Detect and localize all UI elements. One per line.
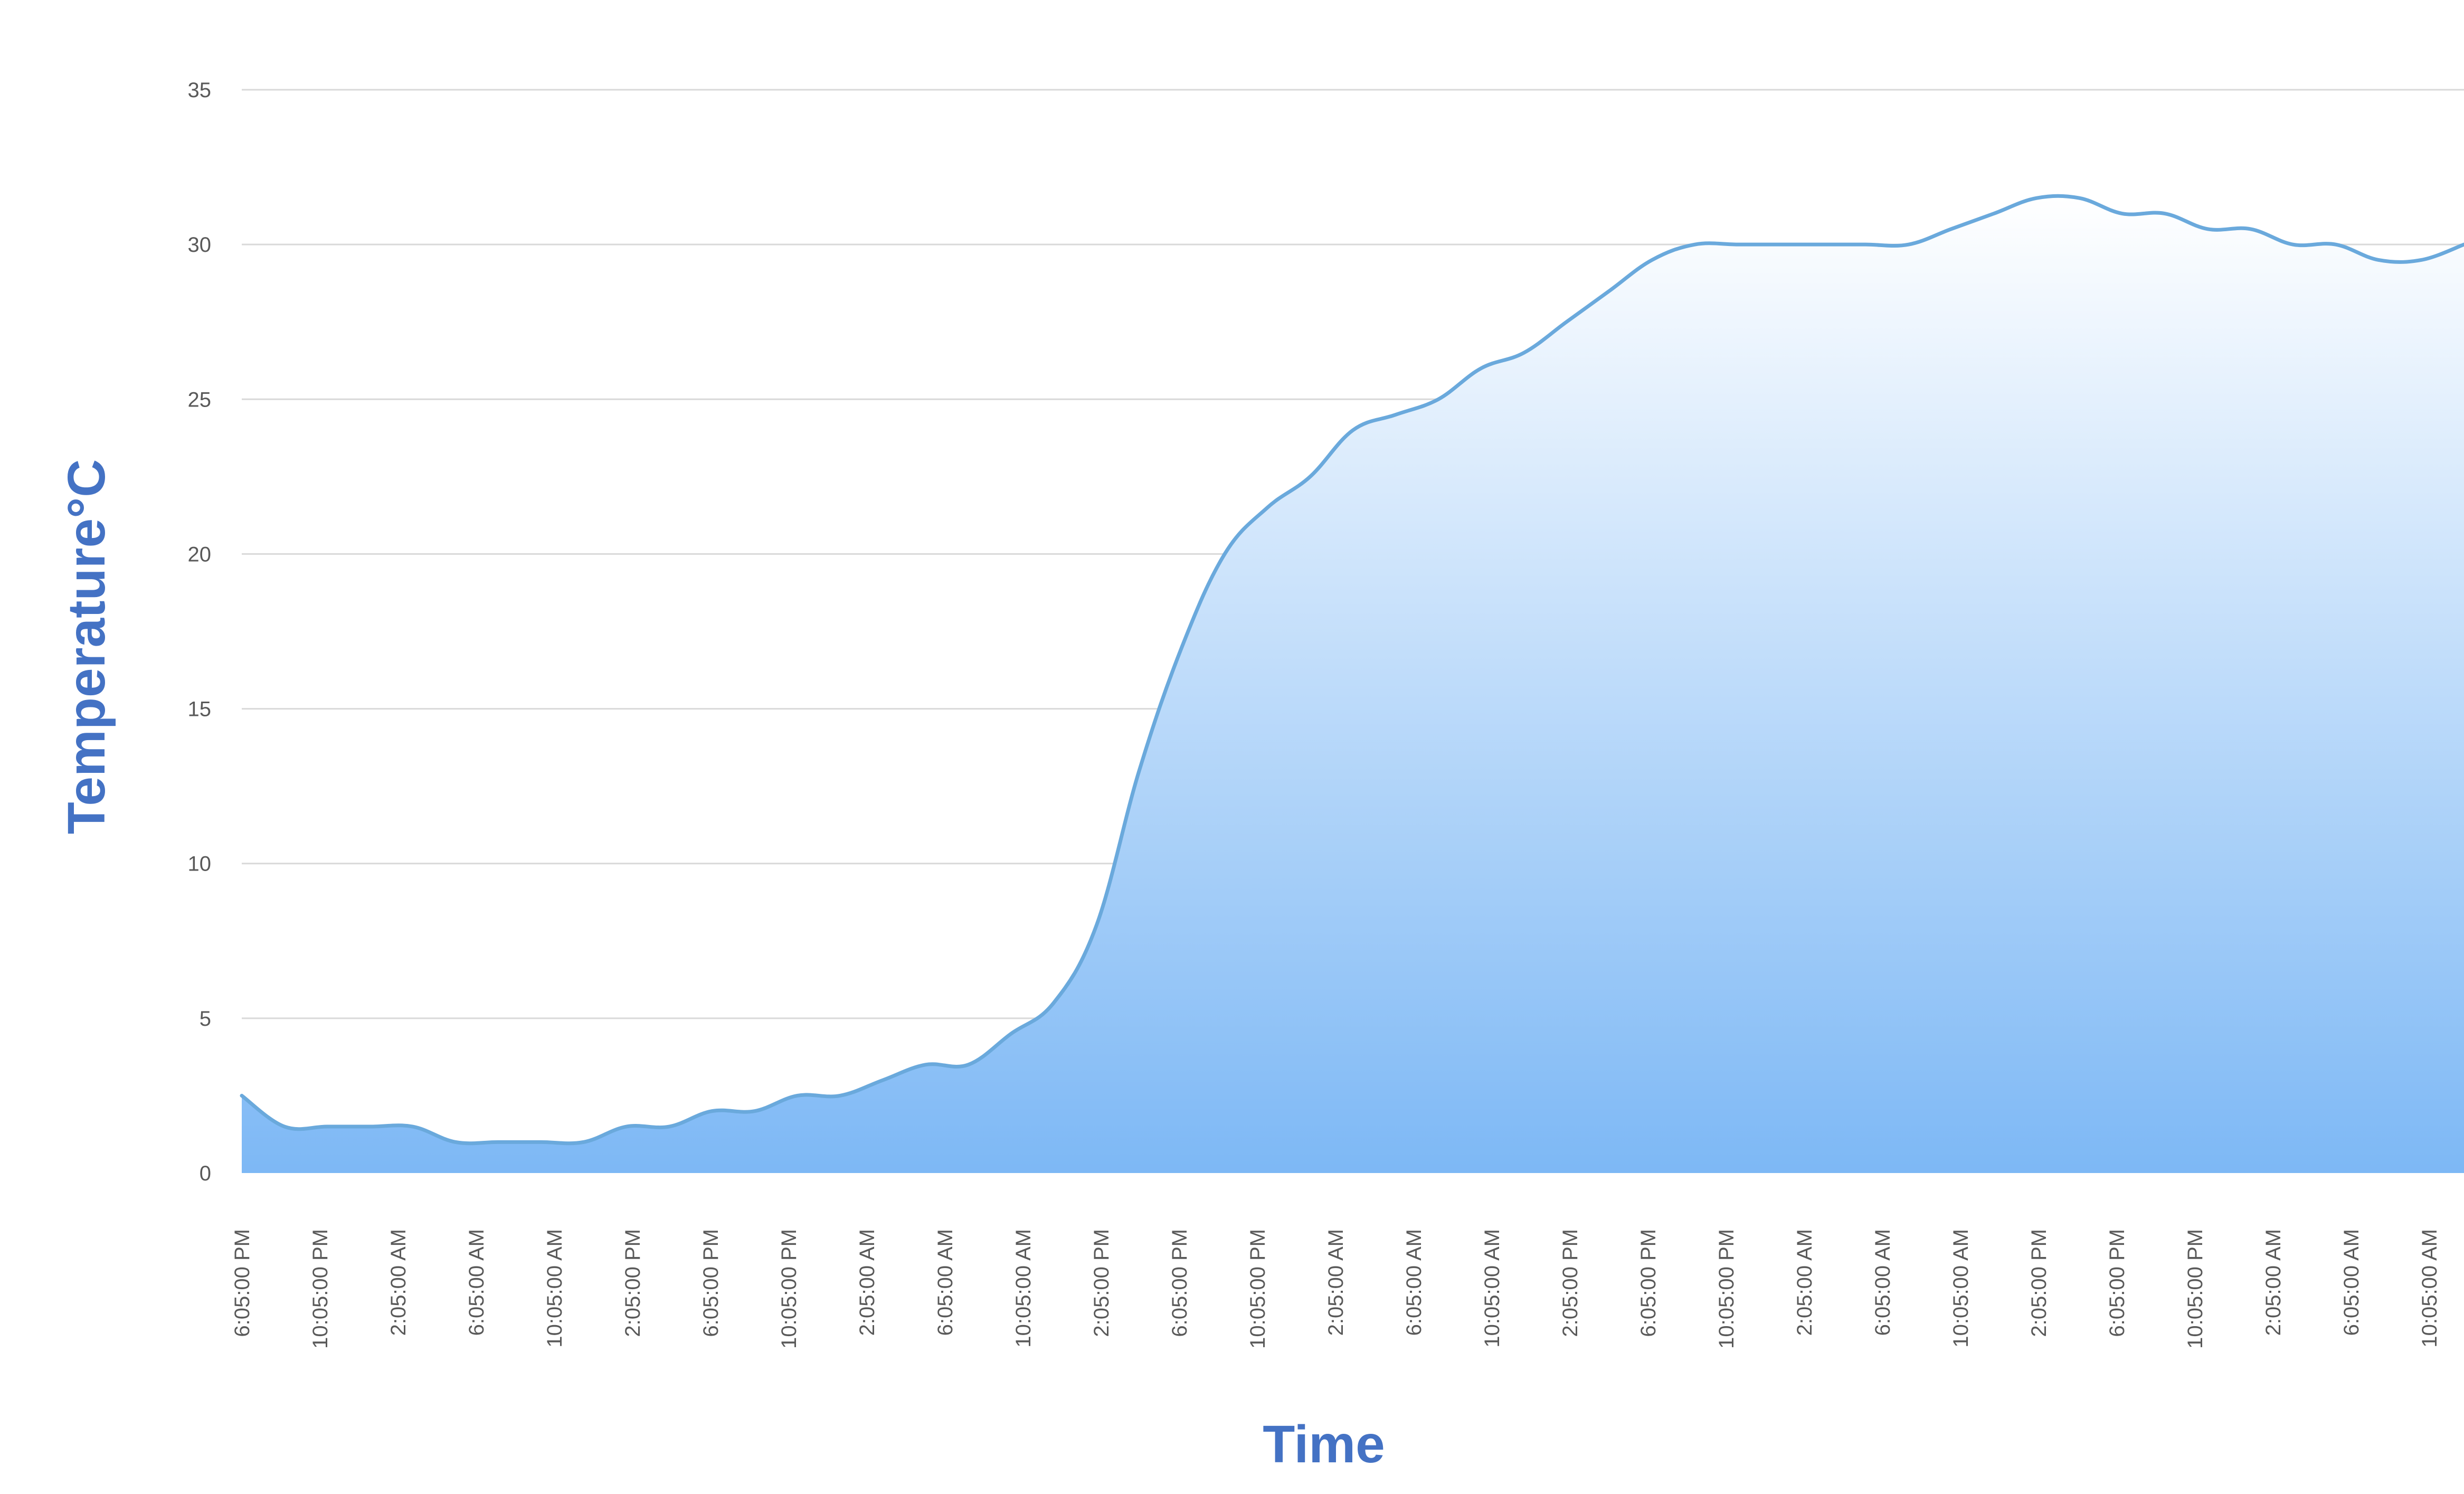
x-tick-label: 2:05:00 AM xyxy=(856,1229,879,1336)
x-tick-label: 6:05:00 PM xyxy=(1637,1229,1660,1337)
y-tick-label: 0 xyxy=(200,1162,211,1185)
x-tick-label: 6:05:00 PM xyxy=(2106,1229,2129,1337)
y-tick-label: 35 xyxy=(188,79,212,102)
y-axis-title: Temperature°C xyxy=(57,459,116,835)
x-tick-label: 2:05:00 PM xyxy=(2027,1229,2051,1337)
x-tick-label: 6:05:00 PM xyxy=(1168,1229,1191,1337)
x-tick-label: 2:05:00 AM xyxy=(2262,1229,2285,1336)
x-tick-label: 10:05:00 PM xyxy=(1246,1229,1269,1349)
x-tick-label: 10:05:00 PM xyxy=(2184,1229,2207,1349)
plot-area xyxy=(240,194,2464,1174)
series-area-fill xyxy=(242,196,2464,1174)
x-tick-label: 2:05:00 PM xyxy=(1090,1229,1113,1337)
x-tick-label: 10:05:00 AM xyxy=(2418,1229,2441,1348)
x-tick-label: 10:05:00 AM xyxy=(543,1229,566,1348)
x-tick-label: 2:05:00 PM xyxy=(1559,1229,1582,1337)
x-tick-label: 10:05:00 AM xyxy=(1012,1229,1035,1348)
x-tick-label: 10:05:00 PM xyxy=(1715,1229,1738,1349)
x-tick-label: 6:05:00 AM xyxy=(1871,1229,1894,1336)
x-tick-label: 6:05:00 PM xyxy=(699,1229,723,1337)
y-tick-label: 5 xyxy=(200,1007,211,1030)
x-tick-label: 6:05:00 PM xyxy=(231,1229,254,1337)
y-tick-label: 15 xyxy=(188,698,212,721)
x-tick-label: 6:05:00 AM xyxy=(465,1229,488,1336)
y-tick-label: 20 xyxy=(188,543,212,566)
y-tick-label: 30 xyxy=(188,233,212,257)
x-tick-label: 10:05:00 AM xyxy=(1949,1229,1973,1348)
x-tick-label: 2:05:00 PM xyxy=(621,1229,645,1337)
x-tick-label: 6:05:00 AM xyxy=(934,1229,957,1336)
x-axis-title: Time xyxy=(1263,1415,1385,1474)
x-tick-label: 10:05:00 AM xyxy=(1481,1229,1504,1348)
x-tick-label: 6:05:00 AM xyxy=(2340,1229,2363,1336)
x-tick-label: 2:05:00 AM xyxy=(1324,1229,1348,1336)
y-tick-label: 25 xyxy=(188,388,212,411)
y-tick-label: 10 xyxy=(188,853,212,876)
x-tick-label: 10:05:00 PM xyxy=(309,1229,332,1349)
x-tick-label: 2:05:00 AM xyxy=(387,1229,410,1336)
x-tick-label: 6:05:00 AM xyxy=(1402,1229,1426,1336)
x-tick-label: 2:05:00 AM xyxy=(1793,1229,1816,1336)
y-axis-ticks: 0 5 10 15 20 25 30 35 xyxy=(188,79,212,1185)
x-tick-label: 10:05:00 PM xyxy=(778,1229,801,1349)
series-line xyxy=(240,194,2464,1146)
x-axis-ticks: 6:05:00 PM 10:05:00 PM 2:05:00 AM 6:05:00 A… xyxy=(231,1229,2441,1349)
